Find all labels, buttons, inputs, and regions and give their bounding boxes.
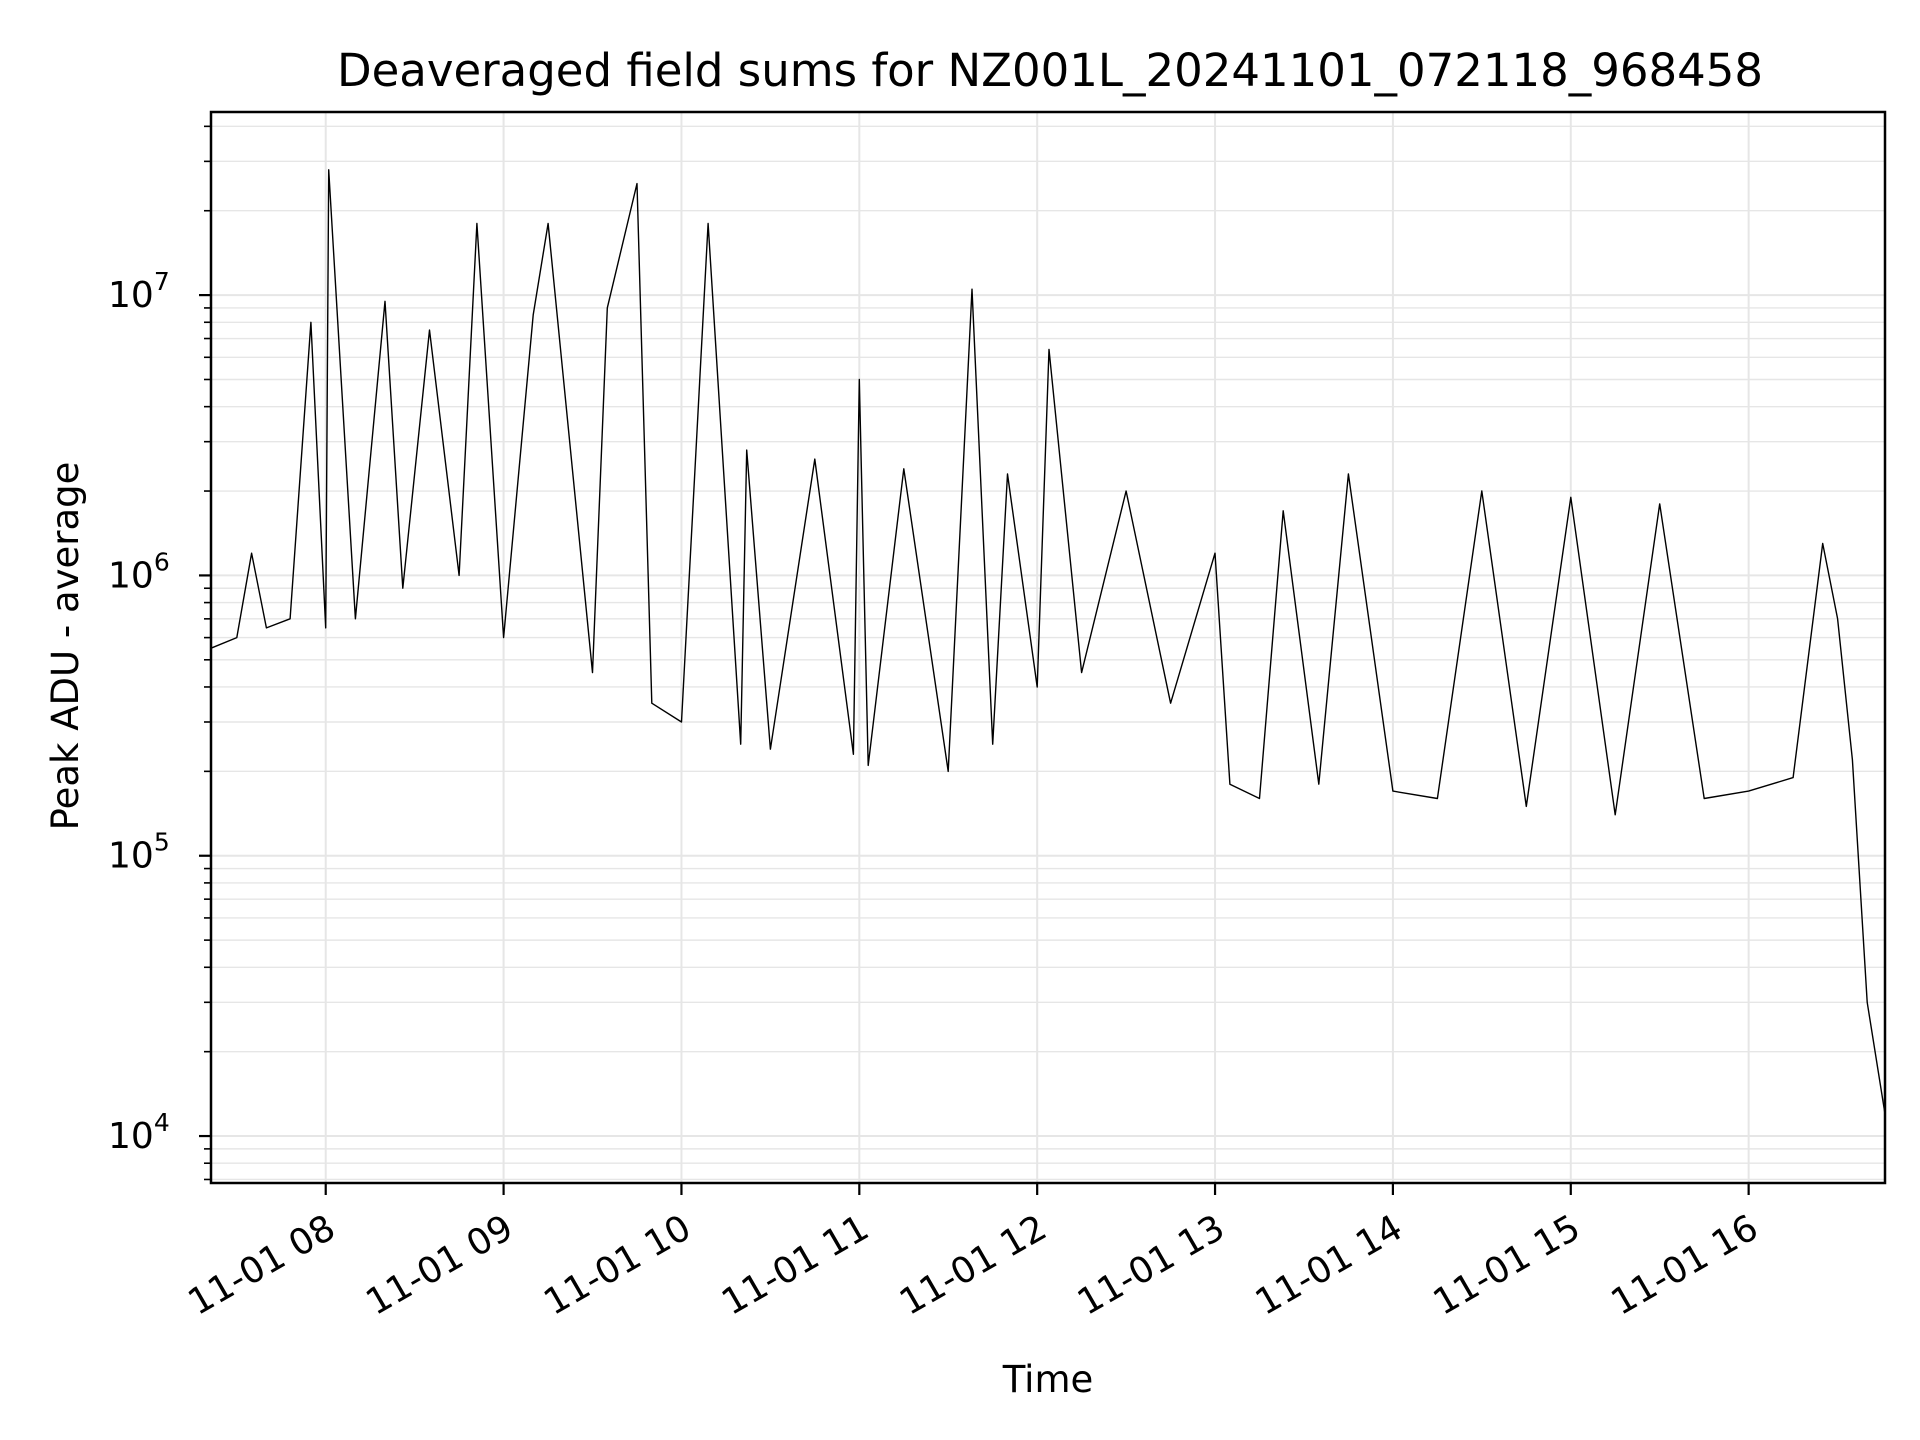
series-layer (210, 169, 1886, 1115)
y-axis: 104 105 106 107 (108, 125, 211, 1181)
x-axis-label: Time (1002, 1358, 1094, 1401)
y-tick-label: 106 (108, 547, 170, 596)
x-tick-label: 11-01 15 (1427, 1207, 1588, 1323)
y-axis-label: Peak ADU - average (44, 462, 87, 831)
series-line (210, 169, 1886, 1115)
x-tick-label: 11-01 12 (893, 1207, 1054, 1323)
x-tick-label: 11-01 08 (182, 1207, 343, 1323)
x-axis: 11-01 08 11-01 09 11-01 10 11-01 11 11-01 12… (182, 1183, 1765, 1324)
y-tick-label: 105 (108, 828, 170, 877)
x-tick-label: 11-01 16 (1604, 1207, 1765, 1323)
y-tick-label: 107 (108, 267, 170, 316)
x-tick-label: 11-01 11 (715, 1207, 876, 1323)
x-tick-label: 11-01 10 (537, 1207, 698, 1323)
x-tick-label: 11-01 13 (1071, 1207, 1232, 1323)
chart-title: Deaveraged field sums for NZ001L_2024110… (337, 44, 1763, 97)
x-tick-label: 11-01 09 (359, 1207, 520, 1323)
grid (211, 112, 1885, 1183)
plot-frame (209, 110, 1887, 1185)
y-tick-label: 104 (108, 1108, 170, 1157)
x-tick-label: 11-01 14 (1249, 1207, 1410, 1323)
